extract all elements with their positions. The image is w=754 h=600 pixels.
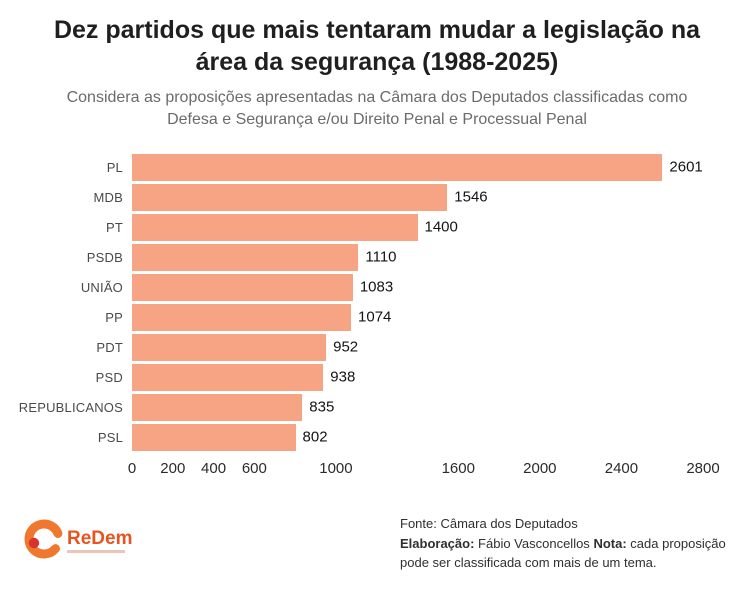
bar-value: 835	[309, 398, 335, 416]
bar	[132, 273, 353, 301]
x-axis: 0 200 400 600 1000 1600 2000 2400 2800	[128, 460, 720, 484]
bar	[132, 213, 418, 241]
elaboracao-label: Elaboração:	[400, 535, 475, 551]
logo-ring	[24, 519, 64, 559]
category-label: PSL	[97, 429, 123, 445]
page-subtitle: Considera as proposições apresentadas na…	[66, 89, 688, 128]
x-tick: 600	[241, 460, 267, 478]
source-line-fonte: Fonte: Câmara dos Deputados	[400, 514, 750, 534]
bar-track: 1074	[132, 303, 703, 331]
bar	[132, 183, 448, 211]
category-label: PSD	[95, 369, 123, 385]
bar-track: 1546	[132, 183, 703, 211]
x-tick: 1000	[319, 460, 353, 478]
x-tick: 1600	[441, 460, 475, 478]
x-tick: 0	[127, 460, 137, 478]
x-tick: 2800	[686, 460, 720, 478]
bar-value: 1400	[424, 218, 458, 236]
x-tick: 400	[201, 460, 227, 478]
bar-track: 938	[132, 363, 703, 391]
page-title: Dez partidos que mais tentaram mudar a l…	[53, 16, 701, 76]
x-tick: 2400	[604, 460, 639, 478]
bar-value: 1110	[365, 248, 397, 266]
redem-logo-icon: ReDem	[24, 519, 132, 559]
category-label: MDB	[93, 189, 123, 205]
logo-dot	[28, 537, 40, 549]
bar	[132, 303, 352, 331]
header: Dez partidos que mais tentaram mudar a l…	[0, 0, 754, 130]
nota-label: Nota:	[593, 535, 627, 551]
category-label: REPUBLICANOS	[18, 399, 123, 415]
logo-tagline	[67, 550, 125, 554]
bar	[132, 393, 303, 421]
bar-row: PDT 952	[0, 332, 754, 362]
bar-track: 952	[132, 333, 703, 361]
bar-row: PSDB 1110	[0, 242, 754, 272]
bar-row: PL 2601	[0, 152, 754, 182]
bar-value: 938	[330, 368, 356, 386]
bar-value: 1074	[358, 308, 392, 326]
bar	[132, 333, 327, 361]
bar	[132, 153, 663, 181]
bar-value: 1546	[454, 188, 488, 206]
bar-row: PT 1400	[0, 212, 754, 242]
bar-track: 2601	[132, 153, 703, 181]
bar	[132, 243, 359, 271]
nota-text: cada proposição pode ser classificada co…	[400, 535, 726, 571]
bar-value: 802	[302, 428, 328, 446]
fonte-text: Fonte: Câmara dos Deputados	[400, 516, 578, 532]
bar-value: 952	[333, 338, 359, 356]
redem-logo: ReDem	[20, 514, 150, 569]
bar-value: 2601	[669, 158, 703, 176]
bar	[132, 423, 296, 451]
bar	[132, 363, 324, 391]
x-tick: 200	[160, 460, 186, 478]
bar-row: PSD 938	[0, 362, 754, 392]
bar-track: 1083	[132, 273, 703, 301]
category-label: PT	[105, 219, 123, 235]
bar-row: UNIÃO 1083	[0, 272, 754, 302]
category-label: PL	[106, 159, 123, 175]
category-label: PDT	[96, 339, 123, 355]
bars: PL 2601 MDB 1546 PT 1400 PSDB 1110 UNIÃO 1083 PP 10…	[0, 152, 754, 452]
category-label: PSDB	[86, 249, 123, 265]
category-label: PP	[105, 309, 123, 325]
bar-track: 1110	[132, 243, 703, 271]
source-text: Fonte: Câmara dos Deputados Elaboração: …	[400, 514, 750, 573]
bar-track: 835	[132, 393, 703, 421]
bar-row: PSL 802	[0, 422, 754, 452]
bar-row: PP 1074	[0, 302, 754, 332]
bar-track: 802	[132, 423, 703, 451]
bar-row: MDB 1546	[0, 182, 754, 212]
bar-row: REPUBLICANOS 835	[0, 392, 754, 422]
x-tick: 2000	[523, 460, 557, 478]
elaboracao-text: Fábio Vasconcellos	[478, 535, 590, 551]
source-line-elaboracao: Elaboração: Fábio Vasconcellos Nota: cad…	[400, 534, 750, 573]
bar-value: 1083	[359, 278, 394, 296]
category-label: UNIÃO	[80, 279, 123, 295]
bar-chart: PL 2601 MDB 1546 PT 1400 PSDB 1110 UNIÃO 1083 PP 10…	[0, 152, 754, 484]
bar-track: 1400	[132, 213, 703, 241]
logo-text: ReDem	[67, 528, 132, 549]
footer: ReDem Fonte: Câmara dos Deputados Elabor…	[0, 514, 754, 573]
